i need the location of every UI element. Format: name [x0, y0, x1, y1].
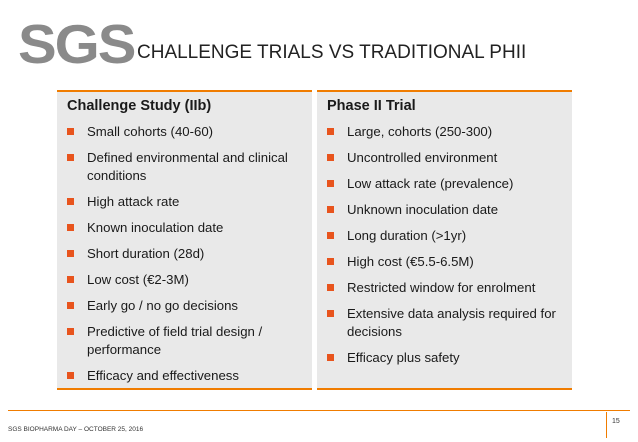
column-heading: Challenge Study (IIb) [67, 98, 212, 114]
bullet-item: Early go / no go decisions [67, 297, 292, 315]
bullet-item: Known inoculation date [67, 219, 292, 237]
bullet-item: Large, cohorts (250-300) [327, 123, 565, 141]
column-panel: Phase II Trial Large, cohorts (250-300) Un… [317, 90, 572, 390]
bullet-item: Long duration (>1yr) [327, 227, 565, 245]
bullet-item: Restricted window for enrolment [327, 279, 565, 297]
footer-text: SGS BIOPHARMA DAY – OCTOBER 25, 2016 [8, 426, 144, 433]
bullet-item: Uncontrolled environment [327, 149, 565, 167]
bullet-item: Low attack rate (prevalence) [327, 175, 565, 193]
bullet-item: High cost (€5.5-6.5M) [327, 253, 565, 271]
bullet-item: Small cohorts (40-60) [67, 123, 292, 141]
page-rule [606, 412, 607, 438]
bullet-item: Low cost (€2-3M) [67, 271, 292, 289]
column-heading: Phase II Trial [327, 98, 416, 114]
page-number: 15 [612, 418, 620, 425]
bullet-item: Efficacy and effectiveness [67, 367, 292, 385]
logo: SGS [18, 13, 136, 76]
bullet-item: Short duration (28d) [67, 245, 292, 263]
column-panel: Challenge Study (IIb) Small cohorts (40-6… [57, 90, 312, 390]
bullet-item: Predictive of field trial design / perfo… [67, 323, 292, 359]
slide-title: CHALLENGE TRIALS VS TRADITIONAL PHII [137, 42, 527, 63]
bullet-item: Efficacy plus safety [327, 349, 565, 367]
bullet-item: High attack rate [67, 193, 292, 211]
bullet-item: Unknown inoculation date [327, 201, 565, 219]
bullet-item: Defined environmental and clinical condi… [67, 149, 292, 185]
footer-rule [8, 410, 630, 411]
bullet-item: Extensive data analysis required for dec… [327, 305, 565, 341]
